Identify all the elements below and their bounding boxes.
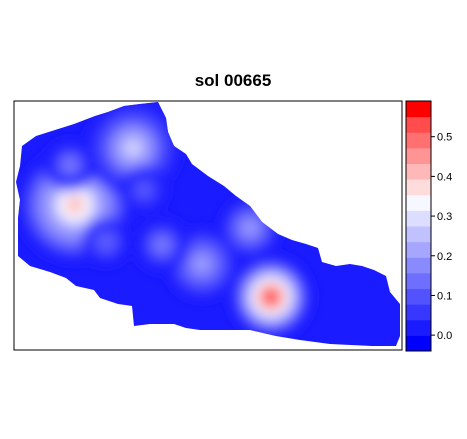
legend-tick-label: 0.1: [437, 290, 452, 302]
hotspot-ring: [140, 186, 148, 194]
plot-frame: [13, 100, 403, 351]
color-legend: 0.0 0.1 0.2 0.3 0.4 0.5: [405, 100, 452, 352]
legend-swatch: [406, 194, 431, 211]
legend-swatch: [406, 226, 431, 243]
legend-swatch: [406, 147, 431, 164]
legend-tick-label: 0.3: [437, 211, 452, 223]
legend-swatch: [406, 132, 431, 149]
legend-swatch: [406, 288, 431, 305]
legend-swatch: [406, 257, 431, 274]
legend-swatch: [406, 241, 431, 258]
legend-swatch: [406, 179, 431, 196]
legend-swatch: [406, 163, 431, 180]
hotspot-ring: [245, 223, 255, 233]
hotspot-ring: [157, 240, 167, 250]
legend-swatch: [406, 304, 431, 321]
legend-swatch: [406, 272, 431, 289]
map-region: [16, 102, 400, 346]
chart-title: sol 00665: [195, 71, 272, 90]
legend-tick-label: 0.4: [437, 171, 452, 183]
legend-swatch: [406, 319, 431, 336]
legend-swatch: [406, 116, 431, 133]
legend-tick-label: 0.5: [437, 132, 452, 144]
hotspot-ring: [66, 196, 84, 214]
hotspot-ring: [102, 238, 110, 246]
hotspot-layer: [17, 102, 313, 339]
legend-swatch: [406, 335, 431, 352]
hotspot-ring: [264, 290, 278, 304]
hotspot-ring: [66, 161, 74, 169]
legend-tick-label: 0.2: [437, 251, 452, 263]
legend-tick-label: 0.0: [437, 330, 452, 342]
legend-swatch: [406, 101, 431, 118]
hotspot-ring: [125, 140, 141, 156]
legend-swatch: [406, 210, 431, 227]
legend-frame: [405, 100, 432, 352]
hotspot-ring: [196, 258, 208, 270]
